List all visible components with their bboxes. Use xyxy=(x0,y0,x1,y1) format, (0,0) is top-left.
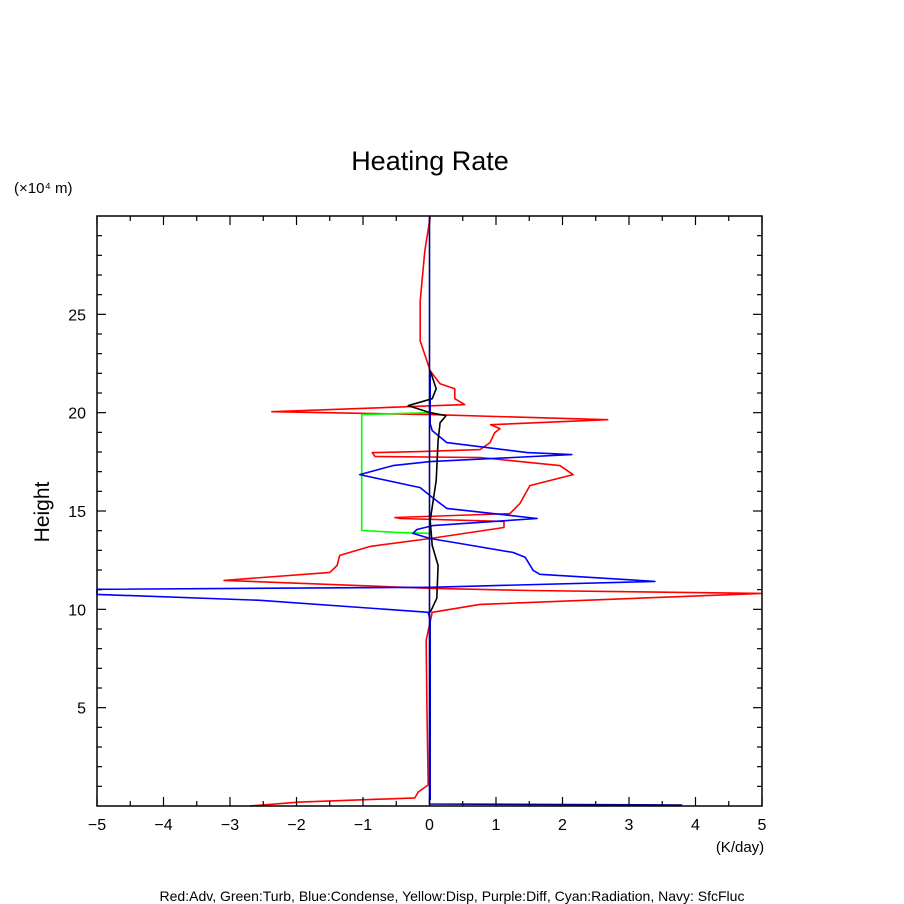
x-tick-label: −2 xyxy=(287,817,305,834)
series-adv-line xyxy=(223,216,763,807)
y-tick-label: 15 xyxy=(68,504,86,521)
series-total-line xyxy=(407,370,447,613)
x-axis-label: (K/day) xyxy=(716,839,764,856)
x-tick-label: 0 xyxy=(425,817,434,834)
plot-frame xyxy=(96,215,763,807)
x-tick-label: −4 xyxy=(154,817,172,834)
x-tick-label: −5 xyxy=(88,817,106,834)
x-tick-label: 3 xyxy=(625,817,634,834)
y-unit-label: (×10⁴ m) xyxy=(14,180,73,197)
y-tick-label: 25 xyxy=(68,307,86,324)
x-tick-label: −1 xyxy=(354,817,372,834)
y-tick-label: 10 xyxy=(68,602,86,619)
series-turb-line xyxy=(360,411,431,535)
x-tick-label: 4 xyxy=(691,817,700,834)
y-tick-label: 20 xyxy=(68,406,86,423)
legend-caption: Red:Adv, Green:Turb, Blue:Condense, Yell… xyxy=(160,888,745,904)
x-tick-label: 1 xyxy=(492,817,501,834)
x-tick-label: −3 xyxy=(221,817,239,834)
y-axis-label: Height xyxy=(31,481,54,542)
x-tick-label: 5 xyxy=(758,817,767,834)
x-tick-label: 2 xyxy=(558,817,567,834)
y-tick-label: 5 xyxy=(77,701,86,718)
chart-title: Heating Rate xyxy=(351,146,509,176)
